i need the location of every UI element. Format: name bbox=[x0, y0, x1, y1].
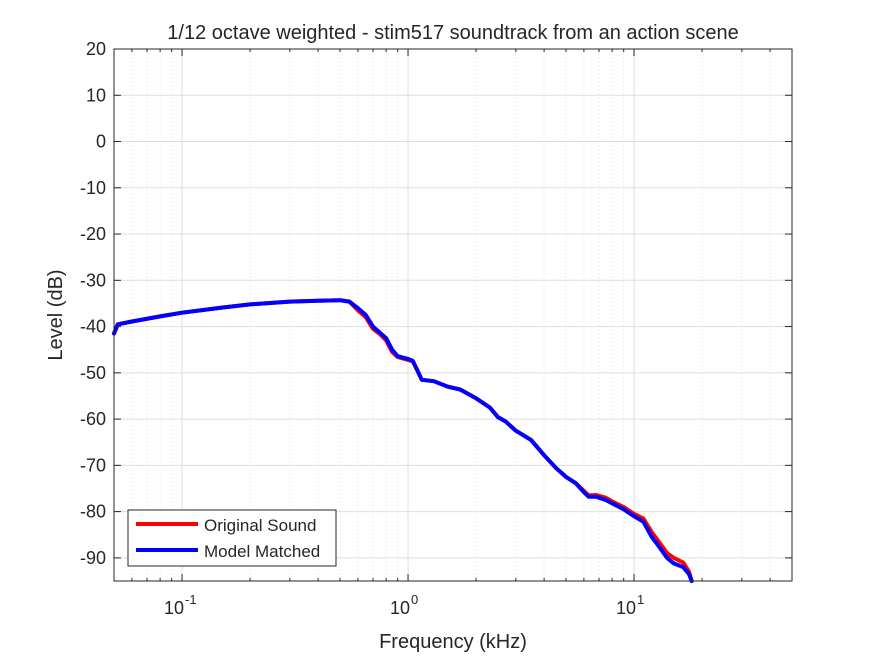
x-tick-label: 10 bbox=[390, 598, 410, 618]
y-tick-label: 10 bbox=[86, 85, 106, 105]
y-tick-label: -70 bbox=[80, 455, 106, 475]
chart-title: 1/12 octave weighted - stim517 soundtrac… bbox=[167, 22, 738, 44]
y-tick-label: -60 bbox=[80, 409, 106, 429]
minor-grid bbox=[131, 49, 771, 581]
y-tick-label: -10 bbox=[80, 178, 106, 198]
y-tick-label: -50 bbox=[80, 363, 106, 383]
y-axis-label: Level (dB) bbox=[45, 269, 67, 360]
legend: Original Sound Model Matched bbox=[127, 509, 337, 567]
series-line-model-matched bbox=[112, 298, 694, 583]
x-tick-label-exponent: -1 bbox=[185, 592, 197, 607]
axis-ticks: 10 -1 10 0 10 120100-10-20-30-40-50-60-70-80-… bbox=[80, 39, 792, 618]
x-tick-label: 10 bbox=[616, 598, 636, 618]
legend-label-original-sound: Original Sound bbox=[204, 516, 316, 535]
plot-area-background bbox=[114, 49, 792, 581]
y-tick-label: -20 bbox=[80, 224, 106, 244]
y-tick-label: -90 bbox=[80, 548, 106, 568]
legend-label-model-matched: Model Matched bbox=[204, 542, 320, 561]
series-layer bbox=[112, 298, 694, 583]
y-tick-label: -80 bbox=[80, 502, 106, 522]
x-tick-label-exponent: 1 bbox=[637, 592, 644, 607]
y-tick-label: -40 bbox=[80, 317, 106, 337]
x-tick-label-exponent: 0 bbox=[411, 592, 418, 607]
plot-area-border bbox=[113, 48, 793, 582]
x-tick-label: 10 bbox=[164, 598, 184, 618]
y-tick-label: 20 bbox=[86, 39, 106, 59]
y-tick-label: -30 bbox=[80, 270, 106, 290]
x-axis-label: Frequency (kHz) bbox=[379, 631, 527, 653]
y-tick-label: 0 bbox=[96, 132, 106, 152]
legend-box bbox=[127, 509, 337, 567]
